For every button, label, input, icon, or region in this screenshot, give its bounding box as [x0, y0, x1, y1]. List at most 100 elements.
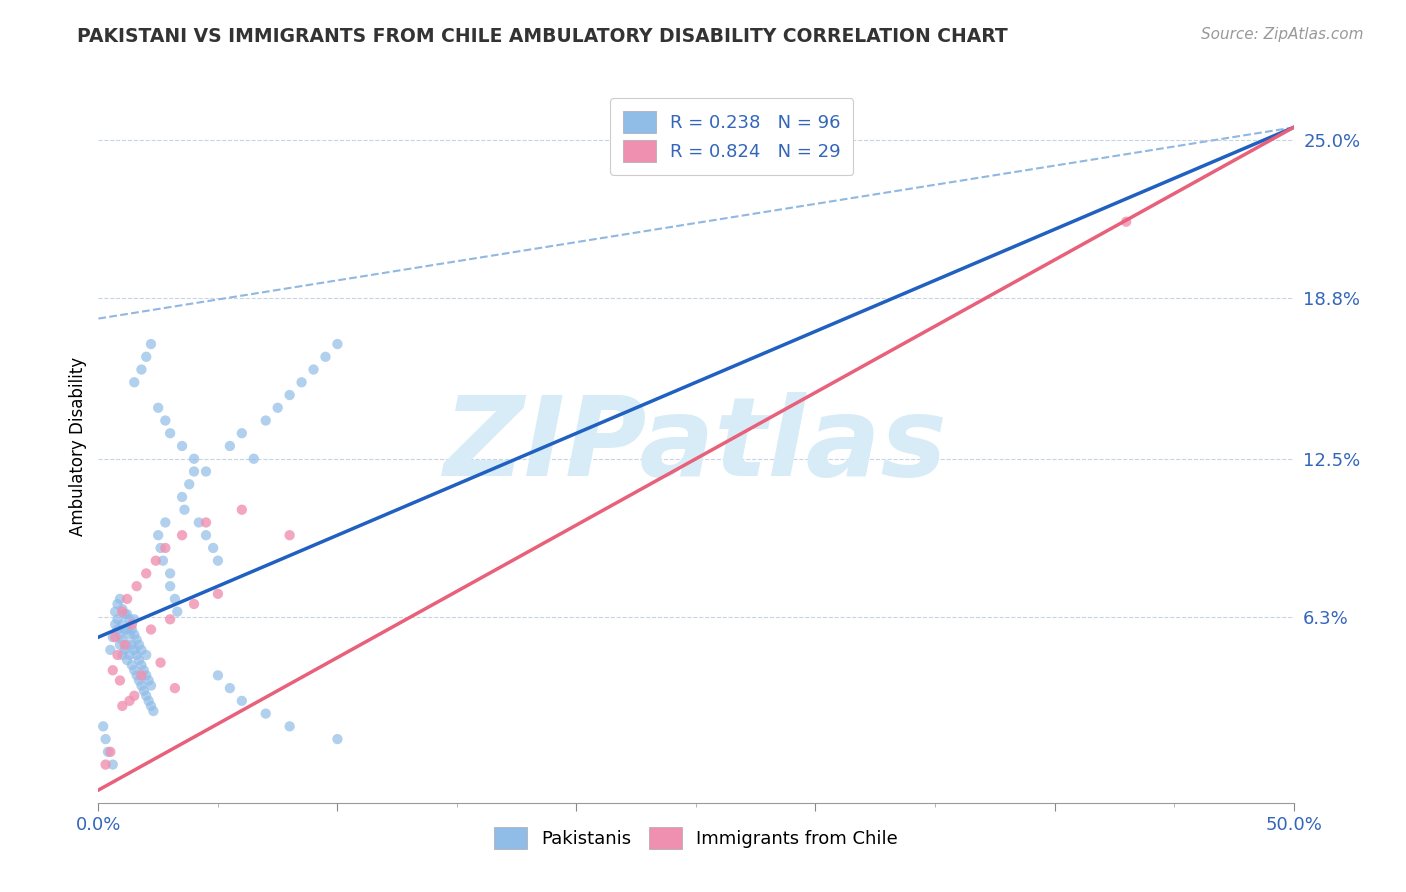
- Text: ZIPatlas: ZIPatlas: [444, 392, 948, 500]
- Point: [104, 630, 127, 644]
- Point: [118, 612, 141, 626]
- Point: [125, 648, 148, 662]
- Point: [124, 663, 146, 677]
- Point: [183, 451, 205, 466]
- Point: [124, 627, 146, 641]
- Point: [207, 668, 229, 682]
- Point: [219, 439, 242, 453]
- Point: [207, 554, 229, 568]
- Point: [173, 502, 195, 516]
- Point: [111, 602, 134, 616]
- Point: [179, 477, 201, 491]
- Point: [183, 597, 205, 611]
- Point: [159, 566, 181, 581]
- Point: [135, 648, 157, 662]
- Point: [115, 607, 138, 622]
- Point: [142, 704, 165, 718]
- Point: [114, 643, 136, 657]
- Point: [291, 376, 314, 390]
- Point: [207, 587, 229, 601]
- Point: [94, 732, 117, 747]
- Point: [155, 516, 177, 530]
- Point: [121, 638, 143, 652]
- Point: [326, 732, 349, 747]
- Point: [302, 362, 325, 376]
- Point: [104, 617, 127, 632]
- Point: [101, 630, 124, 644]
- Point: [254, 413, 277, 427]
- Point: [114, 638, 136, 652]
- Point: [128, 638, 150, 652]
- Point: [155, 413, 177, 427]
- Point: [121, 623, 143, 637]
- Point: [131, 362, 153, 376]
- Point: [231, 694, 253, 708]
- Point: [135, 566, 157, 581]
- Point: [101, 757, 124, 772]
- Point: [326, 337, 349, 351]
- Point: [202, 541, 225, 555]
- Point: [149, 541, 172, 555]
- Point: [111, 632, 134, 647]
- Point: [111, 648, 134, 662]
- Point: [166, 605, 188, 619]
- Point: [135, 668, 157, 682]
- Point: [254, 706, 277, 721]
- Point: [131, 679, 153, 693]
- Point: [118, 648, 141, 662]
- Point: [107, 623, 129, 637]
- Point: [155, 541, 177, 555]
- Point: [152, 554, 174, 568]
- Point: [145, 554, 167, 568]
- Point: [159, 579, 181, 593]
- Point: [114, 607, 136, 622]
- Point: [139, 337, 162, 351]
- Point: [124, 612, 146, 626]
- Point: [125, 632, 148, 647]
- Point: [124, 689, 146, 703]
- Point: [159, 612, 181, 626]
- Point: [278, 528, 301, 542]
- Point: [114, 623, 136, 637]
- Point: [315, 350, 337, 364]
- Point: [138, 694, 160, 708]
- Point: [278, 388, 301, 402]
- Point: [267, 401, 290, 415]
- Point: [115, 623, 138, 637]
- Point: [1115, 215, 1137, 229]
- Point: [121, 617, 143, 632]
- Point: [183, 465, 205, 479]
- Point: [148, 401, 170, 415]
- Point: [135, 689, 157, 703]
- Point: [118, 627, 141, 641]
- Point: [125, 668, 148, 682]
- Point: [98, 643, 122, 657]
- Point: [101, 663, 124, 677]
- Point: [98, 745, 122, 759]
- Point: [159, 426, 181, 441]
- Point: [148, 528, 170, 542]
- Point: [219, 681, 242, 695]
- Point: [172, 490, 194, 504]
- Text: PAKISTANI VS IMMIGRANTS FROM CHILE AMBULATORY DISABILITY CORRELATION CHART: PAKISTANI VS IMMIGRANTS FROM CHILE AMBUL…: [77, 27, 1008, 45]
- Point: [125, 579, 148, 593]
- Point: [163, 681, 186, 695]
- Point: [172, 439, 194, 453]
- Point: [107, 648, 129, 662]
- Point: [187, 516, 209, 530]
- Point: [107, 597, 129, 611]
- Point: [172, 528, 194, 542]
- Point: [121, 658, 143, 673]
- Point: [128, 653, 150, 667]
- Point: [108, 591, 131, 606]
- Point: [149, 656, 172, 670]
- Point: [278, 719, 301, 733]
- Point: [115, 591, 138, 606]
- Point: [131, 643, 153, 657]
- Point: [131, 668, 153, 682]
- Point: [132, 683, 155, 698]
- Point: [124, 376, 146, 390]
- Point: [111, 698, 134, 713]
- Point: [163, 591, 186, 606]
- Point: [139, 679, 162, 693]
